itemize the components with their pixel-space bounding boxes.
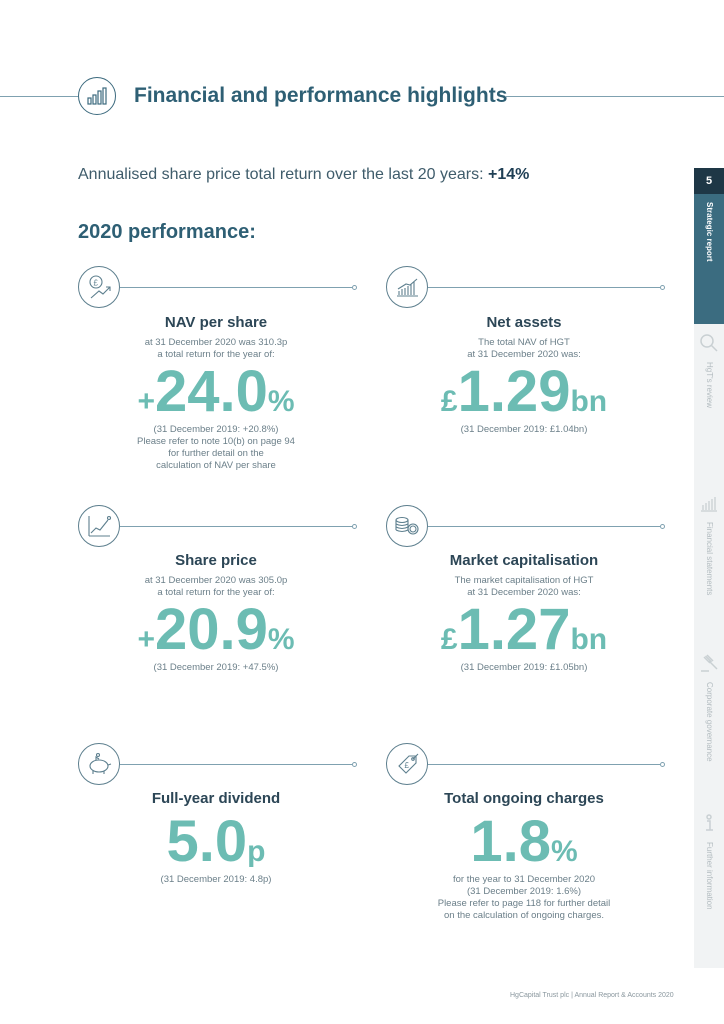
section-rule <box>428 287 660 288</box>
card-sub: The market capitalisation of HGT <box>454 575 594 586</box>
intro-label: Annualised share price total return over… <box>78 166 488 183</box>
header-rule-left <box>0 96 78 97</box>
piggy-bank-icon <box>78 743 120 785</box>
magnifier-icon <box>700 334 718 352</box>
card-title: Share price <box>175 552 257 569</box>
card-sub: a total return for the year of: <box>157 587 275 598</box>
card-note: (31 December 2019: £1.05bn) <box>460 662 588 673</box>
figure-value: 1.27 <box>457 597 571 662</box>
card-note: (31 December 2019: 1.6%) <box>466 886 582 897</box>
tab-label: Financial statements <box>705 522 714 596</box>
info-icon <box>706 814 713 831</box>
card-note: Please refer to page 118 for further det… <box>437 898 611 909</box>
intro-value: +14% <box>488 166 530 183</box>
figure-prefix: + <box>137 385 155 418</box>
tab-label: HgT's review <box>705 362 714 408</box>
intro-text: Annualised share price total return over… <box>78 166 529 184</box>
card-note: (31 December 2019: +47.5%) <box>153 662 279 673</box>
tab-hgts-review[interactable]: HgT's review <box>694 324 724 484</box>
card-note: on the calculation of ongoing charges. <box>443 910 605 921</box>
figure-prefix: + <box>137 623 155 656</box>
big-figure: +24.0% <box>78 363 354 421</box>
svg-text:£: £ <box>94 279 99 288</box>
section-rule <box>428 526 660 527</box>
figure-suffix: % <box>267 385 295 418</box>
figure-value: 24.0 <box>154 359 268 424</box>
card-sub: at 31 December 2020 was 305.0p <box>144 575 288 586</box>
section-rule <box>120 764 352 765</box>
tab-corporate-governance[interactable]: Corporate governance <box>694 644 724 804</box>
rule-end <box>352 524 357 529</box>
big-figure: £1.27bn <box>386 601 662 659</box>
price-tag-icon: £ <box>386 743 428 785</box>
ongoing-charges-card: Total ongoing charges 1.8% for the year … <box>386 790 662 922</box>
section-rule <box>120 526 352 527</box>
big-figure: +20.9% <box>78 601 354 659</box>
card-note: for the year to 31 December 2020 <box>452 874 596 885</box>
tab-label: Further information <box>705 842 714 910</box>
figure-value: 20.9 <box>154 597 268 662</box>
dividend-card: Full-year dividend 5.0p (31 December 201… <box>78 790 354 886</box>
rule-end <box>352 285 357 290</box>
rule-end <box>660 285 665 290</box>
pound-growth-icon: £ <box>78 266 120 308</box>
svg-text:£: £ <box>405 761 410 770</box>
figure-value: 5.0 <box>166 809 248 874</box>
share-price-card: Share price at 31 December 2020 was 305.… <box>78 552 354 674</box>
tab-strategic-report[interactable]: Strategic report <box>694 194 724 324</box>
rule-end <box>352 762 357 767</box>
tab-financial-statements[interactable]: Financial statements <box>694 484 724 644</box>
card-title: Net assets <box>486 314 562 331</box>
figure-value: 1.8 <box>470 809 551 874</box>
net-assets-card: Net assets The total NAV of HGT at 31 De… <box>386 314 662 436</box>
card-note: (31 December 2019: 4.8p) <box>160 874 272 885</box>
card-title: Market capitalisation <box>449 552 599 569</box>
figure-value: 1.29 <box>457 359 571 424</box>
card-title: Total ongoing charges <box>444 790 604 807</box>
card-note: (31 December 2019: +20.8%) <box>153 424 279 435</box>
bar-growth-icon <box>386 266 428 308</box>
nav-per-share-card: NAV per share at 31 December 2020 was 31… <box>78 314 354 472</box>
card-sub: a total return for the year of: <box>157 349 275 360</box>
card-sub: at 31 December 2020 was 310.3p <box>144 337 288 348</box>
card-sub: The total NAV of HGT <box>478 337 570 348</box>
card-title: Full-year dividend <box>151 790 281 807</box>
header-rule-right <box>505 96 724 97</box>
bar-chart-icon <box>78 77 116 115</box>
rule-end <box>660 762 665 767</box>
big-figure: £1.29bn <box>386 363 662 421</box>
page-number: 5 <box>694 168 724 194</box>
card-note: Please refer to note 10(b) on page 94 <box>137 436 295 447</box>
card-note: for further detail on the <box>168 448 264 459</box>
market-cap-card: Market capitalisation The market capital… <box>386 552 662 674</box>
gavel-icon <box>701 654 718 672</box>
performance-title: 2020 performance: <box>78 221 256 243</box>
figure-suffix: p <box>247 835 266 868</box>
big-figure: 1.8% <box>386 813 662 871</box>
figure-prefix: £ <box>440 623 458 656</box>
figure-suffix: % <box>267 623 295 656</box>
big-figure: 5.0p <box>78 813 354 871</box>
section-rule <box>428 764 660 765</box>
card-note: (31 December 2019: £1.04bn) <box>460 424 588 435</box>
line-chart-icon <box>78 505 120 547</box>
footer-text: HgCapital Trust plc | Annual Report & Ac… <box>510 992 674 999</box>
figure-suffix: % <box>550 835 578 868</box>
page-title: Financial and performance highlights <box>134 84 508 107</box>
figure-suffix: bn <box>570 385 608 418</box>
card-sub: at 31 December 2020 was: <box>467 349 581 360</box>
tab-further-information[interactable]: Further information <box>694 804 724 968</box>
rule-end <box>660 524 665 529</box>
card-title: NAV per share <box>164 314 268 331</box>
figure-prefix: £ <box>440 385 458 418</box>
bar-chart-icon <box>701 497 717 512</box>
section-rule <box>120 287 352 288</box>
tab-label: Corporate governance <box>705 682 714 762</box>
tab-label: Strategic report <box>705 202 714 262</box>
card-note: calculation of NAV per share <box>156 460 276 471</box>
figure-suffix: bn <box>570 623 608 656</box>
coins-icon <box>386 505 428 547</box>
card-sub: at 31 December 2020 was: <box>467 587 581 598</box>
